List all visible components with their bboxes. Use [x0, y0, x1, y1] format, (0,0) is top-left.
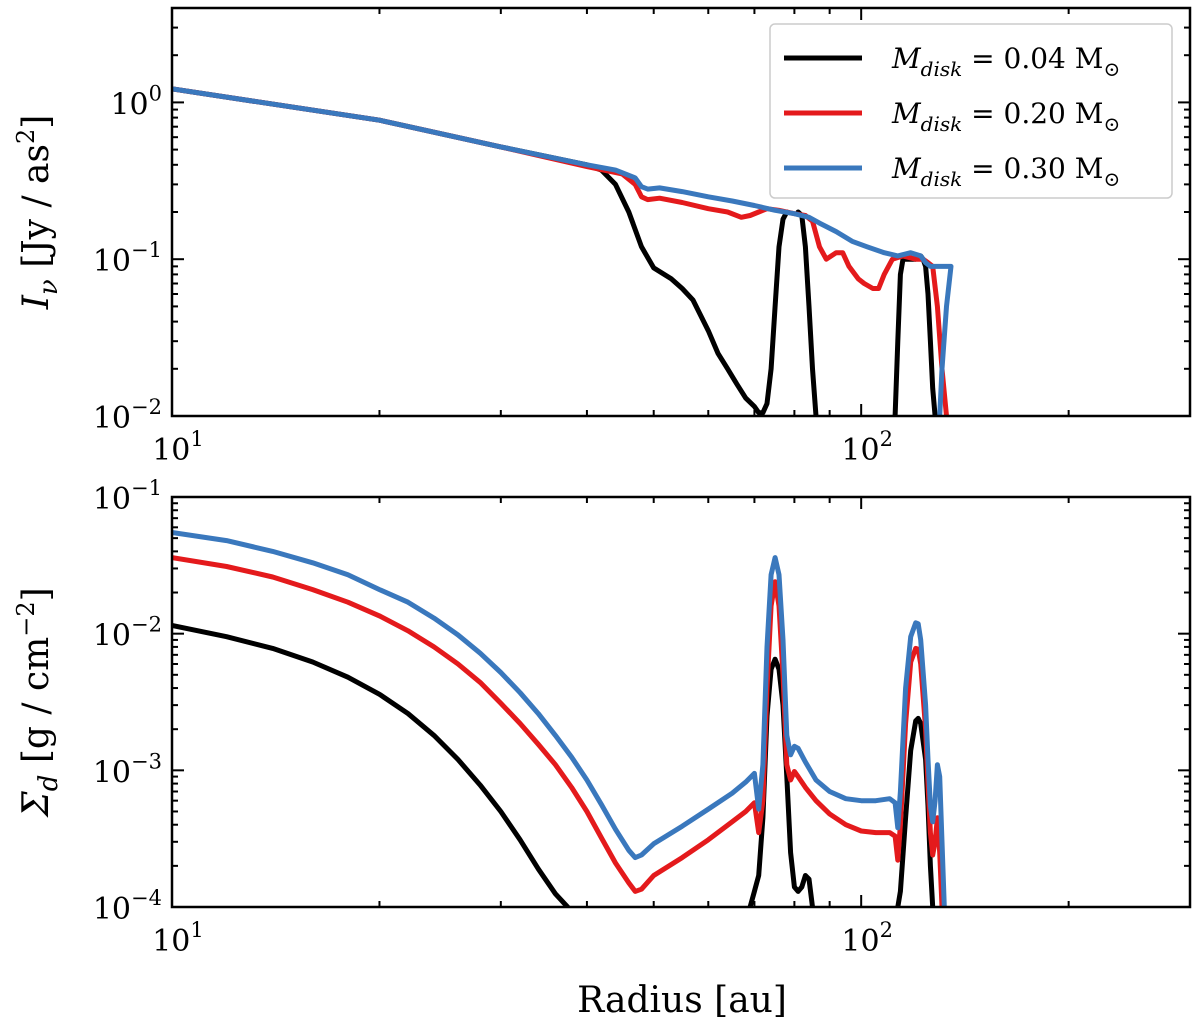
ticks [171, 496, 1191, 908]
series-line-2-seg-0 [172, 86, 954, 416]
series-group [172, 86, 954, 416]
legend-label: Mdisk = 0.04 M⊙ [891, 42, 1120, 81]
series-line-0-seg-1 [795, 209, 819, 416]
series-line-2-seg-0 [172, 530, 947, 907]
y-axis-title: Iν [Jy / as2] [12, 115, 64, 311]
y-tick-label: 10−1 [93, 476, 162, 517]
x-axis-title: Radius [au] [577, 980, 787, 1021]
plot-frame [170, 495, 1192, 909]
series-line-1-seg-0 [172, 555, 945, 907]
legend-label: Mdisk = 0.30 M⊙ [891, 152, 1120, 191]
y-tick-label: 10−2 [93, 613, 162, 654]
legend: Mdisk = 0.04 M⊙ Mdisk = 0.20 M⊙ Mdisk = 0.… [769, 23, 1173, 199]
y-tick-label: 100 [110, 81, 162, 122]
x-tick-label: 102 [841, 427, 893, 468]
series-line-0-seg-2 [892, 253, 938, 416]
series-line-0-seg-0 [172, 622, 571, 907]
y-tick-label: 10−4 [93, 886, 162, 927]
legend-label: Mdisk = 0.20 M⊙ [891, 97, 1120, 136]
bottom-panel-surface-density: 101 102 10−1 10−2 10−3 10−4 Σd [g / cm−2] [12, 476, 1192, 959]
y-axis-title: Σd [g / cm−2] [12, 587, 64, 818]
plot-frame [170, 6, 1192, 418]
series-line-0-seg-0 [172, 86, 790, 416]
top-panel-intensity: 101 102 100 10−1 10−2 Iν [Jy / as2] Mdisk = 0.… [12, 6, 1192, 468]
x-tick-label: 102 [841, 918, 893, 959]
y-tick-label: 10−2 [93, 395, 162, 436]
y-tick-label: 10−1 [93, 238, 162, 279]
x-tick-label: 101 [152, 918, 204, 959]
series-group [172, 530, 947, 907]
y-tick-label: 10−3 [93, 749, 162, 790]
x-tick-label: 101 [152, 427, 204, 468]
legend-box [769, 23, 1173, 199]
